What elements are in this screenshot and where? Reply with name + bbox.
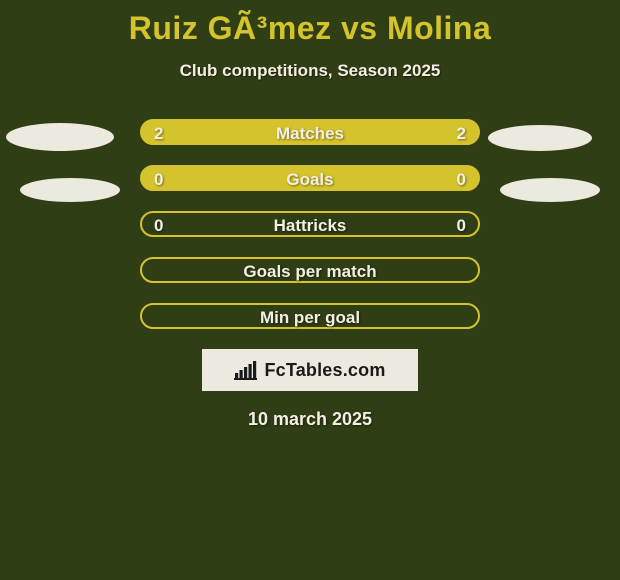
stat-label: Hattricks	[142, 213, 478, 235]
stat-row: Min per goal	[140, 303, 480, 329]
player-silhouette	[6, 123, 114, 151]
player-silhouette	[488, 125, 592, 151]
stat-value-right: 0	[457, 167, 466, 189]
stat-value-right: 2	[457, 121, 466, 143]
player-silhouette	[500, 178, 600, 202]
stat-row: Goals per match	[140, 257, 480, 283]
page-title: Ruiz GÃ³mez vs Molina	[0, 0, 620, 47]
stat-label: Goals	[142, 167, 478, 189]
stat-value-left: 0	[154, 213, 163, 235]
stat-value-left: 0	[154, 167, 163, 189]
stat-row: Goals0 0	[140, 165, 480, 191]
comparison-card: Ruiz GÃ³mez vs Molina Club competitions,…	[0, 0, 620, 580]
stat-label: Min per goal	[142, 305, 478, 327]
brand-text: FcTables.com	[264, 360, 385, 381]
stat-value-left: 2	[154, 121, 163, 143]
subtitle: Club competitions, Season 2025	[0, 61, 620, 81]
date-label: 10 march 2025	[0, 409, 620, 430]
player-silhouette	[20, 178, 120, 202]
stat-label: Goals per match	[142, 259, 478, 281]
bar-chart-icon	[234, 360, 258, 380]
stat-row: Matches2 2	[140, 119, 480, 145]
brand-badge: FcTables.com	[202, 349, 418, 391]
stat-value-right: 0	[457, 213, 466, 235]
stat-row: Hattricks0 0	[140, 211, 480, 237]
stat-label: Matches	[142, 121, 478, 143]
